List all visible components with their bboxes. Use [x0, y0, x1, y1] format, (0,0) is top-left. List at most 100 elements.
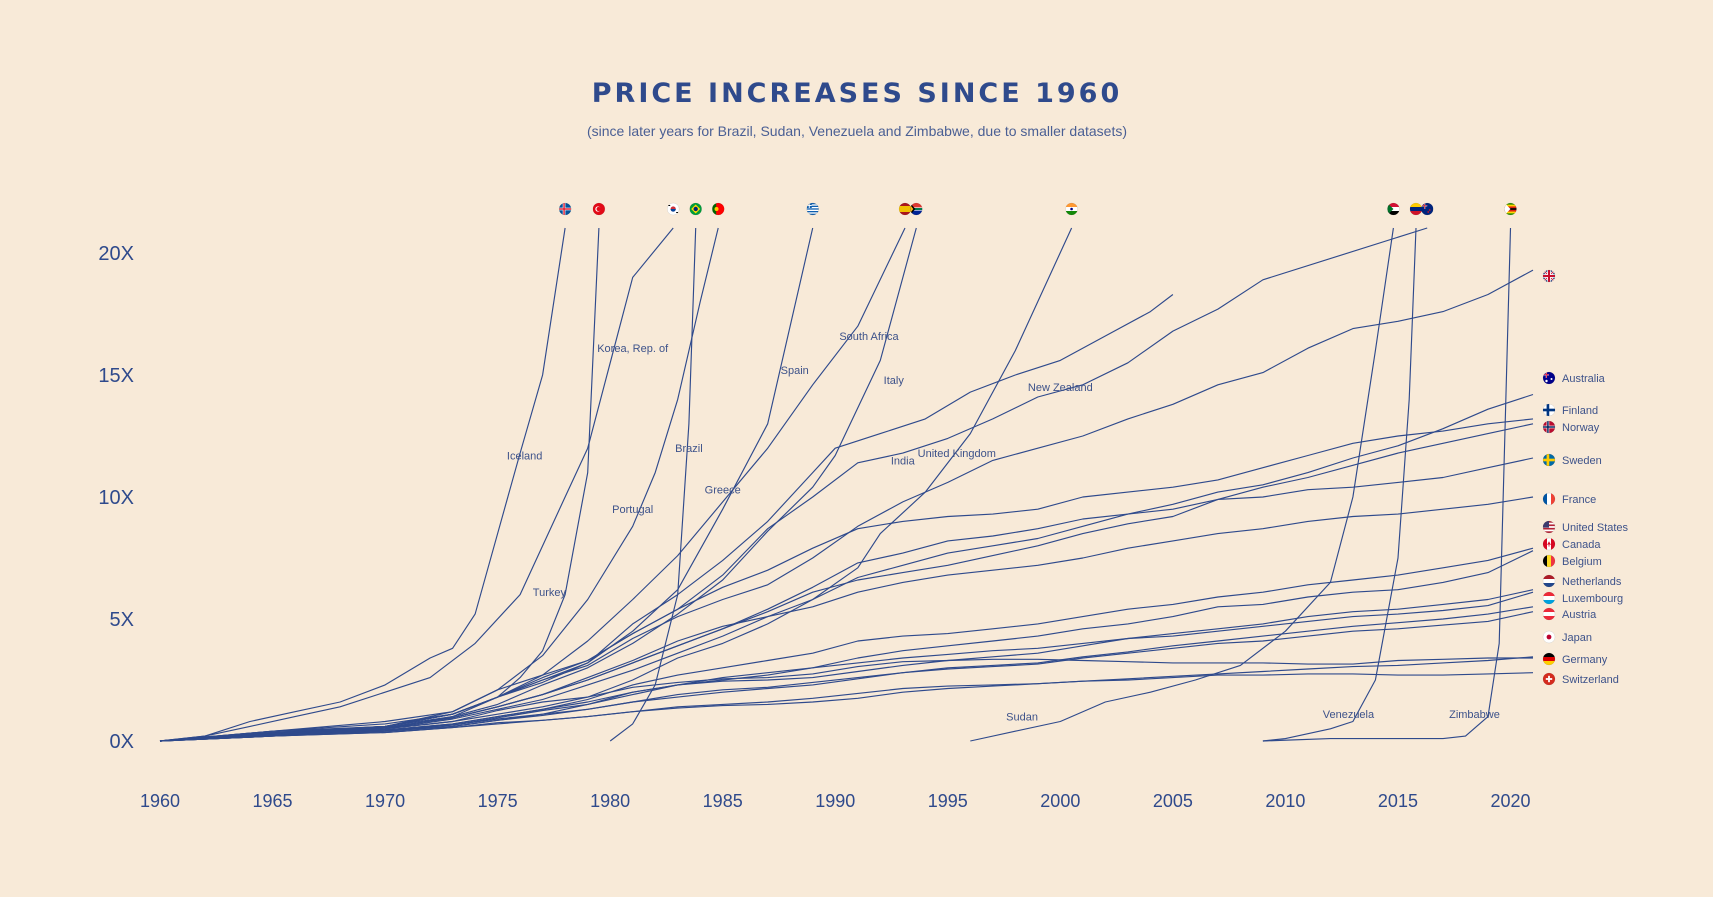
y-tick-label: 5X — [110, 609, 134, 631]
germany-label: Germany — [1562, 654, 1608, 666]
korea-rep-of-label: Korea, Rep. of — [597, 343, 669, 355]
united-states-label: United States — [1562, 522, 1629, 534]
x-tick-label: 2005 — [1153, 791, 1193, 811]
new-zealand-flag-icon — [1420, 202, 1434, 216]
belgium-label: Belgium — [1562, 556, 1602, 568]
france-line — [159, 496, 1534, 742]
x-axis: 1960 1965 1970 1975 1980 1985 1990 1995 2000 2005… — [140, 791, 1531, 811]
south-africa-label: South Africa — [839, 331, 899, 343]
france-flag-icon — [1542, 492, 1556, 506]
sweden-flag-icon — [1542, 453, 1556, 467]
japan-line — [159, 657, 1533, 742]
belgium-flag-icon — [1542, 554, 1556, 568]
sweden-label: Sweden — [1562, 455, 1602, 467]
turkey-label: Turkey — [533, 587, 567, 599]
portugal-line — [159, 227, 719, 742]
zimbabwe-line — [1262, 227, 1512, 742]
luxembourg-flag-icon — [1542, 591, 1556, 605]
greece-label: Greece — [705, 485, 741, 497]
finland-label: Finland — [1562, 405, 1598, 417]
finland-line — [159, 418, 1534, 742]
south-africa-flag-icon — [910, 202, 923, 216]
sudan-label: Sudan — [1006, 712, 1038, 724]
luxembourg-line — [159, 606, 1534, 742]
y-tick-label: 0X — [110, 731, 134, 753]
x-tick-label: 1990 — [815, 791, 855, 811]
italy-label: Italy — [884, 375, 905, 387]
united-states-flag-icon — [1542, 520, 1556, 534]
india-flag-icon — [1065, 202, 1078, 216]
chart-subtitle: (since later years for Brazil, Sudan, Ve… — [587, 123, 1127, 139]
spain-flag-icon — [898, 202, 912, 216]
sudan-line — [970, 227, 1394, 742]
germany-line — [159, 656, 1534, 742]
x-tick-label: 2000 — [1040, 791, 1080, 811]
iceland-line — [159, 227, 566, 742]
brazil-line — [609, 227, 697, 742]
united-kingdom-flag-icon — [1542, 269, 1556, 283]
india-line — [159, 227, 1073, 742]
venezuela-label: Venezuela — [1323, 709, 1375, 721]
zimbabwe-flag-icon — [1504, 202, 1517, 216]
korea-rep-of-line — [159, 227, 674, 742]
japan-label: Japan — [1562, 632, 1592, 644]
flag-markers — [558, 202, 1556, 686]
x-tick-label: 1965 — [253, 791, 293, 811]
japan-flag-icon — [1542, 630, 1556, 644]
x-tick-label: 1970 — [365, 791, 405, 811]
belgium-line — [159, 589, 1534, 742]
y-axis: 0X 5X 10X 15X 20X — [98, 243, 134, 753]
greece-flag-icon — [806, 202, 819, 216]
australia-flag-icon — [1542, 371, 1556, 385]
canada-flag-icon — [1542, 537, 1556, 551]
germany-flag-icon — [1542, 652, 1556, 666]
x-tick-label: 1995 — [928, 791, 968, 811]
italy-line — [159, 294, 1174, 742]
iceland-flag-icon — [558, 202, 572, 216]
norway-label: Norway — [1562, 422, 1600, 434]
india-label: India — [891, 455, 916, 467]
x-tick-label: 1985 — [703, 791, 743, 811]
iceland-label: Iceland — [507, 451, 542, 463]
brazil-flag-icon — [689, 202, 702, 216]
australia-line — [159, 393, 1534, 742]
y-tick-label: 15X — [98, 365, 134, 387]
turkey-flag-icon — [592, 202, 606, 216]
y-tick-label: 20X — [98, 243, 134, 265]
australia-label: Australia — [1562, 373, 1606, 385]
luxembourg-label: Luxembourg — [1562, 593, 1623, 605]
switzerland-label: Switzerland — [1562, 674, 1619, 686]
korea-rep-of-flag-icon — [666, 202, 680, 216]
spain-label: Spain — [781, 365, 809, 377]
new-zealand-line — [159, 227, 1428, 742]
y-tick-label: 10X — [98, 487, 134, 509]
south-africa-line — [159, 227, 917, 742]
france-label: France — [1562, 494, 1596, 506]
series-lines — [159, 227, 1534, 742]
united-kingdom-line — [159, 269, 1534, 742]
sudan-flag-icon — [1387, 202, 1400, 216]
norway-flag-icon — [1542, 420, 1556, 434]
finland-flag-icon — [1542, 403, 1556, 417]
austria-flag-icon — [1542, 607, 1556, 621]
x-tick-label: 2020 — [1490, 791, 1530, 811]
series-labels: Iceland Turkey Korea, Rep. of Brazil Portuga… — [507, 331, 1629, 724]
austria-label: Austria — [1562, 609, 1597, 621]
venezuela-flag-icon — [1409, 202, 1423, 216]
austria-line — [159, 611, 1534, 742]
venezuela-line — [1262, 227, 1417, 742]
netherlands-flag-icon — [1542, 574, 1556, 588]
portugal-flag-icon — [711, 202, 725, 216]
new-zealand-label: New Zealand — [1028, 382, 1093, 394]
canada-label: Canada — [1562, 539, 1601, 551]
x-tick-label: 2015 — [1378, 791, 1418, 811]
x-tick-label: 1980 — [590, 791, 630, 811]
x-tick-label: 1975 — [478, 791, 518, 811]
turkey-line — [159, 227, 600, 742]
switzerland-line — [159, 672, 1534, 742]
x-tick-label: 1960 — [140, 791, 180, 811]
brazil-label: Brazil — [675, 443, 703, 455]
x-tick-label: 2010 — [1265, 791, 1305, 811]
portugal-label: Portugal — [612, 504, 653, 516]
